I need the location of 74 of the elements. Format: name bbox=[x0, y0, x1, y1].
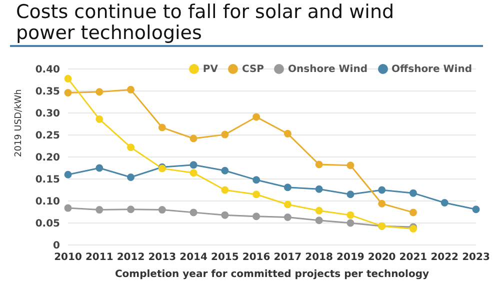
point bbox=[221, 186, 229, 194]
y-tick-label: 0 bbox=[53, 240, 60, 252]
point bbox=[64, 170, 72, 178]
x-axis-title: Completion year for committed projects per technology bbox=[114, 269, 430, 280]
point bbox=[346, 219, 354, 227]
x-tick-label: 2018 bbox=[305, 252, 334, 264]
x-tick-label: 2022 bbox=[430, 252, 459, 264]
legend-label: PV bbox=[202, 64, 218, 75]
y-tick-label: 0.10 bbox=[35, 196, 60, 208]
y-axis-title: 2019 USD/kWh bbox=[14, 89, 24, 157]
point bbox=[284, 200, 292, 208]
point bbox=[190, 208, 198, 216]
point bbox=[158, 206, 166, 214]
point bbox=[346, 162, 354, 170]
x-tick-label: 2019 bbox=[336, 252, 364, 264]
point bbox=[315, 185, 323, 193]
point bbox=[284, 214, 292, 222]
x-tick-label: 2010 bbox=[54, 252, 82, 264]
point bbox=[190, 169, 198, 177]
x-tick-label: 2020 bbox=[368, 252, 396, 264]
point bbox=[346, 190, 354, 198]
x-tick-label: 2011 bbox=[85, 252, 114, 264]
point bbox=[64, 74, 72, 82]
point bbox=[190, 134, 198, 142]
point bbox=[378, 200, 386, 208]
x-tick-label: 2017 bbox=[274, 252, 302, 264]
legend-label: Offshore Wind bbox=[392, 64, 472, 75]
point bbox=[252, 190, 260, 198]
point bbox=[158, 124, 166, 132]
point bbox=[64, 89, 72, 97]
y-tick-label: 0.15 bbox=[35, 174, 60, 186]
point bbox=[190, 161, 198, 169]
point bbox=[440, 199, 448, 207]
point bbox=[252, 212, 260, 220]
y-tick-label: 0.35 bbox=[35, 86, 60, 98]
point bbox=[64, 204, 72, 212]
x-tick-label: 2021 bbox=[399, 252, 428, 264]
point bbox=[409, 208, 417, 216]
point bbox=[127, 144, 135, 152]
x-tick-label: 2015 bbox=[211, 252, 239, 264]
point bbox=[252, 176, 260, 184]
point bbox=[315, 216, 323, 224]
point bbox=[127, 173, 135, 181]
point bbox=[221, 211, 229, 219]
x-tick-label: 2012 bbox=[116, 252, 145, 264]
point bbox=[221, 130, 229, 138]
point bbox=[221, 166, 229, 174]
chart-title: Costs continue to fall for solar and wind power technologies bbox=[16, 1, 396, 44]
point bbox=[252, 113, 260, 121]
point bbox=[472, 206, 480, 214]
point bbox=[96, 88, 104, 96]
legend-label: Onshore Wind bbox=[288, 64, 368, 75]
point bbox=[127, 86, 135, 94]
y-tick-label: 0.40 bbox=[35, 64, 60, 76]
y-tick-label: 0.20 bbox=[35, 152, 60, 164]
x-tick-label: 2013 bbox=[148, 252, 176, 264]
point bbox=[96, 164, 104, 172]
point bbox=[96, 115, 104, 123]
point bbox=[127, 206, 135, 214]
y-tick-label: 0.05 bbox=[35, 218, 60, 230]
point bbox=[315, 206, 323, 214]
y-tick-label: 0.30 bbox=[35, 108, 60, 120]
x-tick-label: 2016 bbox=[242, 252, 270, 264]
point bbox=[378, 186, 386, 194]
point bbox=[409, 189, 417, 197]
point bbox=[96, 206, 104, 214]
x-tick-label: 2014 bbox=[180, 252, 208, 264]
point bbox=[315, 160, 323, 168]
legend-label: CSP bbox=[242, 64, 264, 75]
x-tick-label: 2023 bbox=[462, 252, 490, 264]
point bbox=[284, 184, 292, 192]
y-tick-label: 0.25 bbox=[35, 130, 60, 142]
point bbox=[346, 211, 354, 219]
point bbox=[284, 130, 292, 138]
